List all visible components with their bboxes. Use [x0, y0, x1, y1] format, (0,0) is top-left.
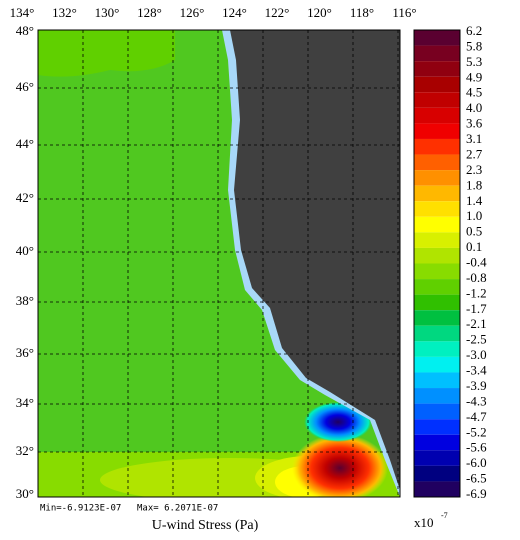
colorbar-cell — [414, 30, 460, 46]
colorbar-label: -3.0 — [466, 347, 487, 362]
colorbar-cell — [414, 372, 460, 389]
colorbar-cell — [414, 201, 460, 217]
scale-label: x10 — [414, 515, 434, 530]
plot-frame — [37, 29, 401, 498]
colorbar-cell — [414, 419, 460, 435]
colorbar-cell — [414, 465, 460, 482]
lon-label: 128° — [137, 5, 162, 20]
lat-label: 46° — [16, 79, 34, 94]
colorbar-cell — [414, 356, 460, 373]
colorbar-label: 1.8 — [466, 177, 482, 192]
colorbar-cell — [414, 123, 460, 139]
colorbar-cell — [414, 247, 460, 264]
colorbar-label: 0.5 — [466, 224, 482, 239]
colorbar-cell — [414, 170, 460, 186]
colorbar-label: -1.2 — [466, 285, 487, 300]
lat-label: 42° — [16, 190, 34, 205]
colorbar-cell — [414, 154, 460, 171]
colorbar-cell — [414, 341, 460, 357]
lat-label: 48° — [16, 23, 34, 38]
lat-label: 36° — [16, 345, 34, 360]
colorbar-label: -0.8 — [466, 270, 487, 285]
lat-label: 38° — [16, 293, 34, 308]
colorbar-label: 2.3 — [466, 162, 482, 177]
colorbar-label: 1.0 — [466, 208, 482, 223]
lat-label: 30° — [16, 486, 34, 501]
lat-label: 44° — [16, 136, 34, 151]
map-title: U-wind Stress (Pa) — [152, 518, 259, 533]
colorbar-label: 4.0 — [466, 100, 482, 115]
colorbar-label: -0.4 — [466, 254, 487, 269]
colorbar-label: -5.2 — [466, 424, 487, 439]
lon-label: 122° — [265, 5, 290, 20]
colorbar-label: -3.4 — [466, 363, 487, 378]
colorbar-label: -2.5 — [466, 332, 487, 347]
scale-exponent: -7 — [441, 511, 448, 520]
colorbar-cell — [414, 216, 460, 233]
colorbar-label: -4.7 — [466, 409, 487, 424]
graticule — [38, 30, 400, 497]
colorbar-label: 3.1 — [466, 131, 482, 146]
colorbar-label: 6.2 — [466, 23, 482, 38]
lon-label: 134° — [10, 5, 35, 20]
colorbar-cell — [414, 388, 460, 404]
colorbar-label: -2.1 — [466, 316, 487, 331]
lat-label: 34° — [16, 395, 34, 410]
colorbar-cell — [414, 434, 460, 451]
colorbar-label: 0.1 — [466, 239, 482, 254]
colorbar-cell — [414, 61, 460, 77]
colorbar-cell — [414, 294, 460, 311]
colorbar-label: 1.4 — [466, 193, 483, 208]
colorbar-cell — [414, 403, 460, 420]
colorbar-cell — [414, 310, 460, 326]
lon-label: 118° — [350, 5, 374, 20]
lon-label: 124° — [222, 5, 247, 20]
colorbar-cell — [414, 481, 460, 497]
min-stat: Min=-6.9123E-07 — [40, 504, 121, 514]
lat-label: 32° — [16, 443, 34, 458]
colorbar-label: -3.9 — [466, 378, 487, 393]
colorbar-label: 2.7 — [466, 146, 483, 161]
colorbar-cell — [414, 76, 460, 93]
colorbar-cell — [414, 263, 460, 280]
map-field — [38, 30, 400, 497]
colorbar-label: 4.9 — [466, 69, 482, 84]
lon-label: 126° — [180, 5, 205, 20]
colorbar-cell — [414, 185, 460, 202]
colorbar-label: 4.5 — [466, 85, 482, 100]
colorbar-cell — [414, 107, 460, 124]
colorbar-cell — [414, 325, 460, 342]
lon-label: 132° — [52, 5, 77, 20]
colorbar-frame — [413, 29, 461, 498]
colorbar-label: 5.8 — [466, 38, 482, 53]
colorbar-label: 5.3 — [466, 54, 482, 69]
colorbar-cell — [414, 450, 460, 466]
lat-label: 40° — [16, 243, 34, 258]
colorbar-label: 3.6 — [466, 116, 483, 131]
colorbar-cell — [414, 279, 460, 295]
colorbar-label: -5.6 — [466, 440, 487, 455]
colorbar-cell — [414, 92, 460, 108]
colorbar-cell — [414, 232, 460, 248]
colorbar-cell — [414, 45, 460, 62]
lon-label: 116° — [392, 5, 416, 20]
colorbar-label: -6.0 — [466, 455, 487, 470]
lon-label: 120° — [307, 5, 332, 20]
colorbar-label: -1.7 — [466, 301, 487, 316]
colorbar-label: -4.3 — [466, 393, 487, 408]
colorbar-label: -6.9 — [466, 486, 487, 501]
colorbar: 6.25.85.34.94.54.03.63.12.72.31.81.41.00… — [413, 23, 487, 501]
colorbar-label: -6.5 — [466, 471, 487, 486]
colorbar-cell — [414, 138, 460, 155]
max-stat: Max= 6.2071E-07 — [137, 504, 218, 514]
lon-label: 130° — [95, 5, 120, 20]
